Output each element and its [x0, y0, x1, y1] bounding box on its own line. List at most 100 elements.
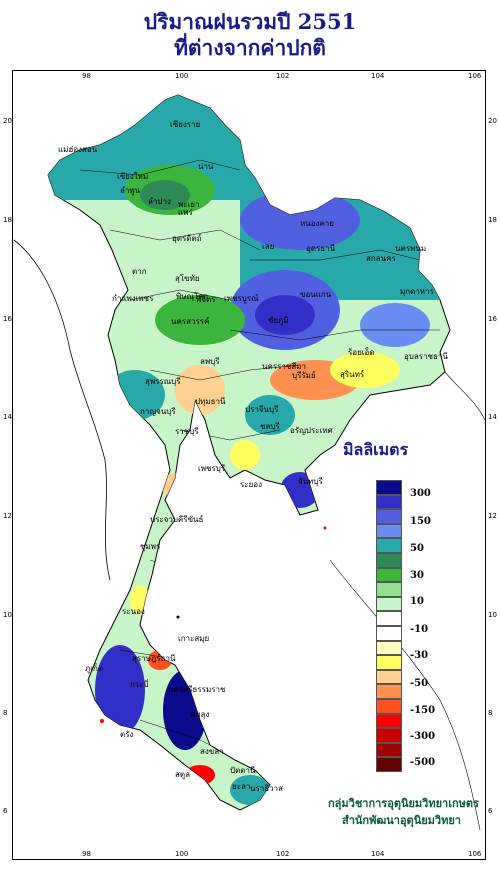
lon-tick-bottom: 106: [468, 850, 482, 858]
place-label: อรัญประเทศ: [290, 426, 333, 435]
lon-tick-bottom: 102: [276, 850, 290, 858]
place-label: กระบี่: [130, 680, 149, 689]
place-label: ชัยภูมิ: [268, 316, 289, 325]
lat-tick-right: 6: [488, 807, 493, 815]
legend-label: 50: [410, 543, 424, 554]
place-label: เชียงราย: [170, 120, 201, 129]
legend-swatch: [376, 480, 402, 495]
legend-swatch: [376, 625, 402, 641]
place-label: ราชบุรี: [175, 427, 199, 436]
lon-tick-bottom: 100: [175, 850, 189, 858]
lat-tick-left: 12: [3, 512, 12, 520]
place-label: พิจิตร: [196, 295, 216, 304]
place-label: แพร่: [178, 208, 193, 217]
legend-swatch: [376, 509, 402, 524]
legend-label: -300: [410, 731, 436, 742]
legend-swatch: [376, 728, 402, 743]
place-label: ลำพูน: [120, 186, 141, 195]
place-label: ตาก: [132, 267, 147, 276]
place-label: สงขลา: [200, 747, 224, 756]
legend-label: -10: [410, 624, 429, 635]
lat-tick-left: 20: [3, 117, 12, 125]
legend-label: 30: [410, 570, 424, 581]
legend-swatch: [376, 538, 402, 553]
legend-color-bar: [376, 480, 402, 772]
lat-tick-left: 10: [3, 611, 12, 619]
place-label: แม่ฮ่องสอน: [58, 145, 98, 154]
place-label: อุดรธานี: [306, 244, 336, 253]
place-label: พิษณุโลก: [176, 292, 209, 301]
place-label: หนองคาย: [300, 219, 334, 228]
place-label: ปทุมธานี: [195, 397, 226, 406]
place-label: ชลบุรี: [260, 422, 280, 431]
legend-swatch: [376, 552, 402, 568]
legend-swatch: [376, 669, 402, 685]
place-label: ลำปาง: [148, 197, 171, 206]
place-label: อุตรดิตถ์: [172, 234, 202, 243]
place-label: เลย: [262, 242, 275, 251]
lon-tick-top: 104: [371, 72, 385, 80]
map-frame: [12, 70, 486, 860]
place-label: เพชรบูรณ์: [224, 294, 259, 303]
place-label: มุกดาหาร: [400, 287, 434, 296]
lat-tick-right: 12: [488, 512, 497, 520]
place-label: พัทลุง: [190, 710, 210, 719]
lon-tick-top: 106: [468, 72, 482, 80]
place-label: ปัตตานี: [230, 766, 256, 775]
place-label: ร้อยเอ็ด: [348, 348, 375, 357]
lon-tick-top: 98: [82, 72, 91, 80]
lat-tick-right: 14: [488, 413, 497, 421]
lat-tick-right: 18: [488, 216, 497, 224]
lon-tick-bottom: 104: [371, 850, 385, 858]
legend-swatch: [376, 698, 402, 714]
lat-tick-right: 20: [488, 117, 497, 125]
place-label: น่าน: [198, 162, 214, 171]
place-label: นครพนม: [395, 244, 427, 253]
lat-tick-left: 16: [3, 315, 12, 323]
place-label: จันทบุรี: [298, 477, 323, 486]
legend-swatch: [376, 655, 402, 670]
place-label: สุรินทร์: [340, 370, 365, 379]
place-label: เกาะสมุย: [178, 634, 210, 643]
place-label: กำแพงเพชร: [112, 294, 154, 303]
legend-swatch: [376, 596, 402, 612]
legend-label: 300: [410, 488, 431, 499]
lat-tick-right: 16: [488, 315, 497, 323]
legend-label: 150: [410, 516, 431, 527]
place-label: นครราชสีมา: [262, 362, 306, 371]
legend-swatch: [376, 494, 402, 510]
lat-tick-left: 18: [3, 216, 12, 224]
place-label: สตูล: [175, 770, 190, 779]
legend-swatch: [376, 742, 402, 758]
lat-tick-left: 14: [3, 413, 12, 421]
legend-swatch: [376, 582, 402, 597]
place-label: ตรัง: [120, 730, 134, 739]
place-label: ขอนแก่น: [300, 290, 332, 299]
lon-tick-top: 100: [175, 72, 189, 80]
legend-swatch: [376, 523, 402, 539]
place-label: เชียงใหม่: [117, 172, 149, 181]
lon-tick-top: 102: [276, 72, 290, 80]
legend-label: -150: [410, 705, 436, 716]
place-label: สุโขทัย: [175, 274, 200, 283]
place-label: ชุมพร: [140, 542, 161, 551]
credit-line1: กลุ่มวิชาการอุตุนิยมวิทยาเกษตร: [328, 797, 479, 810]
place-label: ลพบุรี: [200, 357, 220, 366]
lat-tick-right: 10: [488, 611, 497, 619]
place-label: กาญจนบุรี: [140, 407, 176, 416]
place-label: สุพรรณบุรี: [145, 377, 181, 386]
place-label: ระนอง: [122, 607, 145, 616]
legend-label: -500: [410, 757, 436, 768]
place-label: สุราษฎร์ธานี: [132, 654, 176, 663]
legend-swatch: [376, 713, 402, 729]
legend-title: มิลลิเมตร: [343, 440, 409, 459]
lat-tick-left: 8: [3, 709, 8, 717]
place-label: เพชรบุรี: [198, 464, 226, 473]
place-label: ปราจีนบุรี: [245, 405, 279, 414]
lon-tick-bottom: 98: [82, 850, 91, 858]
legend-swatch: [376, 567, 402, 583]
lat-tick-right: 8: [488, 709, 493, 717]
place-label: นครสวรรค์: [171, 317, 210, 326]
map-title-line1: ปริมาณฝนรวมปี 2551: [143, 9, 357, 34]
credit-line2: สำนักพัฒนาอุตุนิยมวิทยา: [342, 814, 461, 827]
